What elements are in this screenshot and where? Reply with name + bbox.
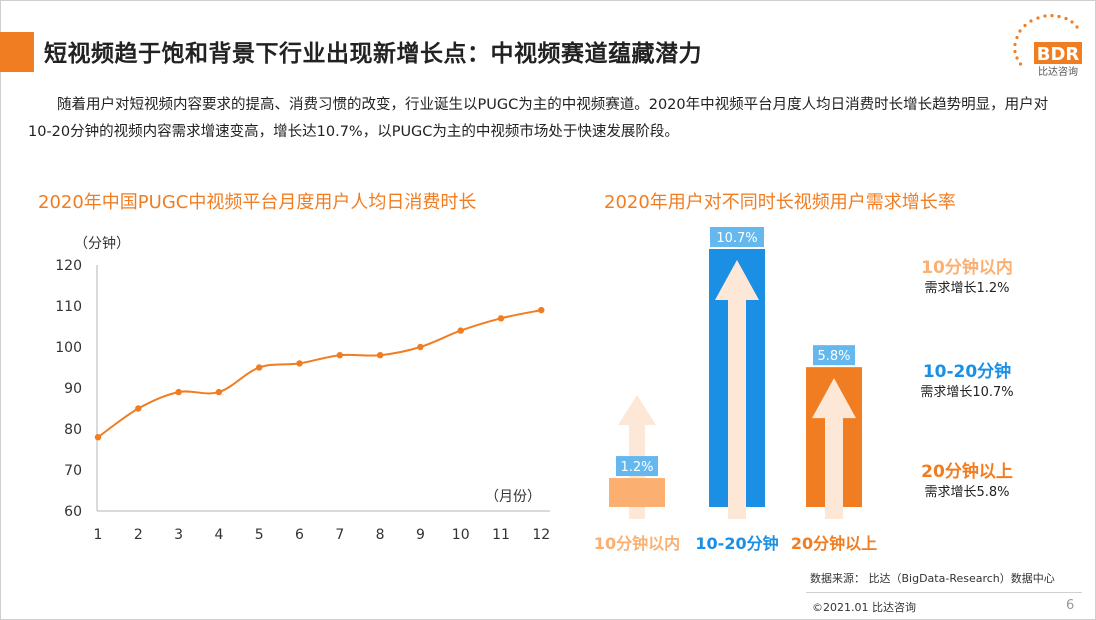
arrow-up-icon — [715, 260, 759, 519]
y-tick-label: 100 — [55, 340, 82, 356]
x-tick-label: 4 — [214, 527, 223, 543]
logo-graphic: BDR 比达咨询 — [1013, 14, 1082, 78]
logo-subtext: 比达咨询 — [1038, 65, 1078, 78]
data-point — [376, 352, 384, 359]
x-tick-label: 1 — [94, 527, 103, 543]
x-tick-label: 12 — [532, 527, 550, 543]
x-tick-label: 2 — [134, 527, 143, 543]
x-axis-label: （月份） — [485, 489, 541, 505]
category-label: 20分钟以上 — [791, 534, 877, 553]
value-label-box — [813, 345, 855, 366]
y-tick-label: 70 — [64, 463, 82, 479]
legend-desc: 需求增长1.2% — [924, 281, 1009, 296]
x-tick-label: 7 — [335, 527, 344, 543]
data-point — [94, 434, 102, 441]
data-point — [256, 364, 263, 371]
value-label-box — [710, 227, 764, 247]
category-label: 10分钟以内 — [594, 534, 680, 553]
legend-desc: 需求增长10.7% — [920, 385, 1013, 400]
value-label: 10.7% — [716, 231, 757, 246]
value-label: 1.2% — [620, 460, 653, 475]
y-axis-label: （分钟） — [74, 235, 130, 252]
data-point — [417, 343, 424, 351]
legend-name: 10分钟以内 — [921, 257, 1013, 278]
x-tick-label: 8 — [376, 527, 385, 543]
data-point — [215, 388, 223, 396]
category-label: 10-20分钟 — [695, 534, 778, 553]
value-label-box — [616, 456, 658, 477]
x-tick-label: 11 — [492, 527, 510, 543]
data-point — [135, 405, 142, 412]
legend-name: 10-20分钟 — [923, 361, 1011, 382]
data-point — [457, 327, 464, 334]
legend-desc: 需求增长5.8% — [924, 485, 1009, 500]
y-tick-label: 60 — [64, 504, 82, 520]
line-chart-title: 2020年中国PUGC中视频平台月度用户人均日消费时长 — [38, 192, 477, 213]
y-tick-label: 120 — [55, 258, 82, 274]
intro-paragraph: 随着用户对短视频内容要求的提高、消费习惯的改变，行业诞生以PUGC为主的中视频赛… — [28, 97, 1049, 140]
data-point — [175, 388, 182, 396]
x-tick-label: 9 — [416, 527, 425, 543]
arrow-up-icon — [812, 378, 856, 519]
value-label: 5.8% — [817, 349, 850, 364]
data-point — [538, 306, 545, 314]
data-source: 数据来源： 比达（BigData-Research）数据中心 — [810, 572, 1055, 585]
page-title: 短视频趋于饱和背景下行业出现新增长点：中视频赛道蕴藏潜力 — [44, 41, 702, 67]
x-tick-label: 3 — [174, 527, 183, 543]
y-tick-label: 90 — [64, 381, 82, 397]
series-line — [97, 309, 542, 439]
data-point — [336, 352, 343, 359]
y-tick-label: 80 — [64, 422, 82, 438]
footer-divider — [806, 592, 1082, 593]
bar-chart-title: 2020年用户对不同时长视频用户需求增长率 — [604, 192, 956, 213]
data-point — [497, 315, 505, 322]
x-tick-label: 10 — [452, 527, 470, 543]
logo-text: BDR — [1037, 44, 1080, 65]
data-point — [296, 360, 303, 367]
legend-name: 20分钟以上 — [921, 461, 1013, 482]
bdr-logo: BDR 比达咨询 — [1008, 12, 1088, 82]
bar — [609, 478, 665, 507]
copyright: ©2021.01 比达咨询 — [812, 601, 916, 614]
y-tick-label: 110 — [55, 299, 82, 315]
title-accent-bar — [0, 32, 34, 72]
x-tick-label: 6 — [295, 527, 304, 543]
page-number: 6 — [1066, 598, 1075, 613]
x-tick-label: 5 — [255, 527, 264, 543]
